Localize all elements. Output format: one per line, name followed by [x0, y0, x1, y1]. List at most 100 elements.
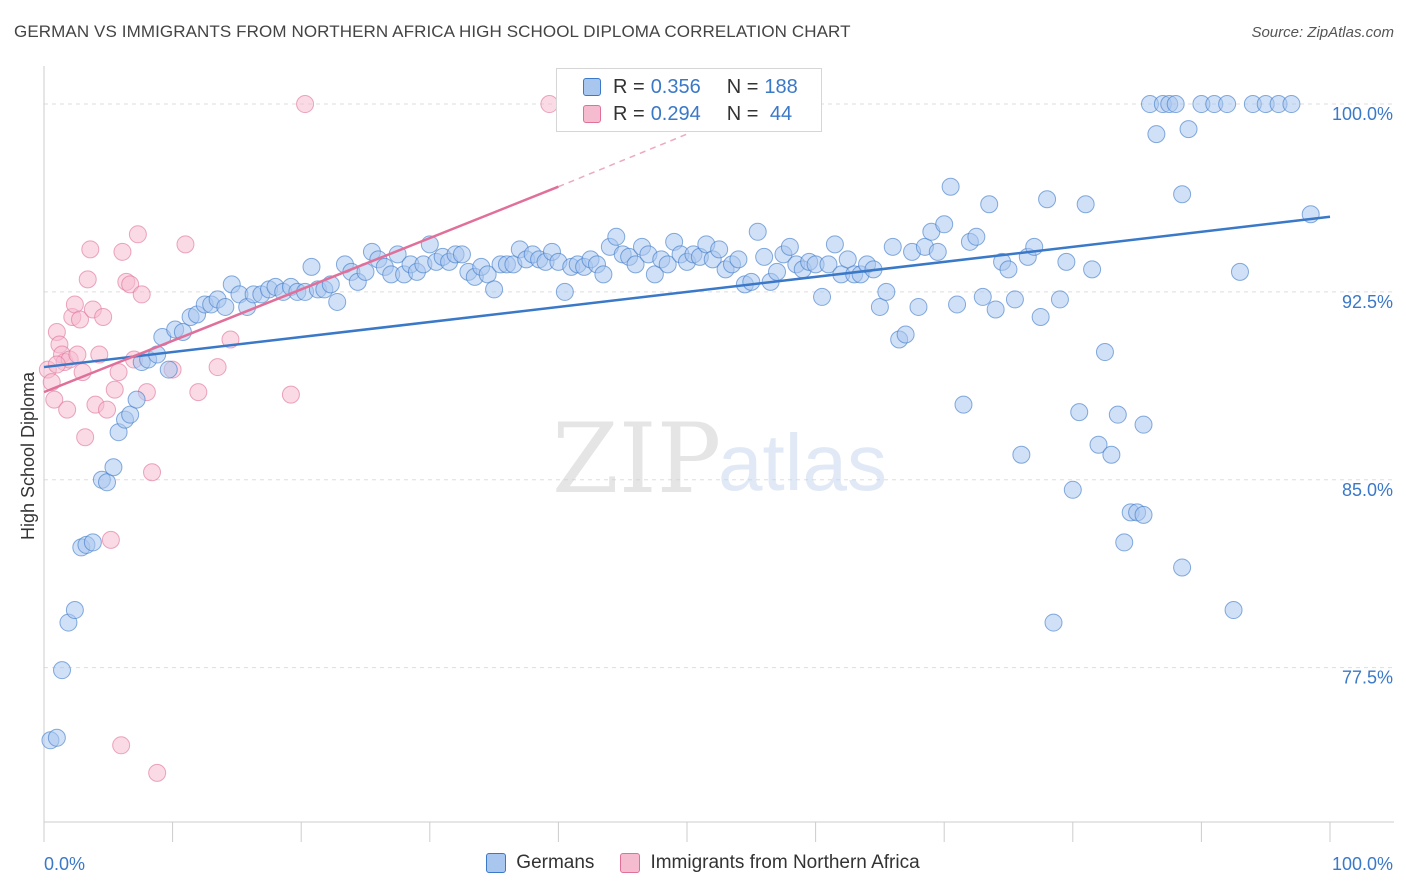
point-germans	[909, 297, 928, 316]
point-germans	[1134, 505, 1153, 524]
point-germans	[973, 287, 992, 306]
point-germans	[1166, 95, 1185, 114]
legend-swatch-pink	[583, 105, 601, 123]
point-immigrants	[132, 285, 151, 304]
point-immigrants	[296, 95, 315, 114]
y-tick-labels: 77.5% 85.0% 92.5% 100.0%	[1332, 104, 1393, 688]
point-germans	[1224, 601, 1243, 620]
point-immigrants	[78, 270, 97, 289]
point-germans	[1173, 185, 1192, 204]
point-germans	[216, 297, 235, 316]
point-immigrants	[94, 307, 113, 326]
legend-row-germans: R = 0.356 N = 188	[583, 75, 798, 99]
point-immigrants	[81, 240, 100, 259]
point-germans	[121, 405, 140, 424]
point-germans	[1044, 613, 1063, 632]
legend-r-value: 0.294	[650, 102, 701, 125]
point-germans	[1038, 190, 1057, 209]
legend-item-immigrants[interactable]: Immigrants from Northern Africa	[620, 852, 920, 874]
point-germans	[1108, 405, 1127, 424]
point-germans	[328, 292, 347, 311]
point-germans	[1005, 290, 1024, 309]
blue-points	[41, 95, 1320, 750]
point-germans	[748, 222, 767, 241]
chart-title: GERMAN VS IMMIGRANTS FROM NORTHERN AFRIC…	[14, 22, 851, 41]
legend-swatch-blue	[583, 78, 601, 96]
trend-line-immigrants-extension	[558, 133, 688, 188]
point-germans	[104, 458, 123, 477]
point-immigrants	[112, 736, 131, 755]
point-germans	[967, 227, 986, 246]
legend-n-label: N =	[726, 102, 759, 125]
y-tick-label: 85.0%	[1342, 480, 1393, 500]
legend-label-immigrants: Immigrants from Northern Africa	[650, 852, 920, 873]
legend-r-value: 0.356	[650, 75, 701, 98]
legend-swatch-immigrants	[620, 853, 641, 873]
point-germans	[729, 250, 748, 269]
point-immigrants	[105, 380, 124, 399]
point-germans	[302, 257, 321, 276]
legend-swatch-germans	[486, 853, 507, 873]
point-germans	[1031, 307, 1050, 326]
point-germans	[710, 240, 729, 259]
legend-n-value: 188	[764, 75, 798, 98]
point-immigrants	[208, 358, 227, 377]
trend-line-immigrants	[43, 185, 559, 394]
series-legend: Germans Immigrants from Northern Africa	[0, 852, 1406, 874]
point-germans	[1050, 290, 1069, 309]
point-germans	[98, 473, 117, 492]
point-germans	[870, 297, 889, 316]
point-germans	[159, 360, 178, 379]
point-germans	[53, 661, 72, 680]
point-immigrants	[58, 400, 77, 419]
point-germans	[825, 235, 844, 254]
point-germans	[838, 250, 857, 269]
y-tick-label: 92.5%	[1342, 292, 1393, 312]
point-germans	[980, 195, 999, 214]
point-germans	[1089, 435, 1108, 454]
point-germans	[780, 237, 799, 256]
point-immigrants	[101, 530, 120, 549]
point-immigrants	[45, 390, 64, 409]
point-immigrants	[76, 428, 95, 447]
point-germans	[928, 242, 947, 261]
point-germans	[1083, 260, 1102, 279]
point-germans	[1102, 445, 1121, 464]
y-tick-label: 100.0%	[1332, 104, 1393, 124]
legend-item-germans[interactable]: Germans	[486, 852, 594, 874]
point-germans	[47, 728, 66, 747]
point-germans	[478, 265, 497, 284]
point-germans	[986, 300, 1005, 319]
point-germans	[742, 272, 761, 291]
point-germans	[452, 245, 471, 264]
point-germans	[883, 237, 902, 256]
point-germans	[1070, 403, 1089, 422]
point-germans	[755, 247, 774, 266]
point-germans	[935, 215, 954, 234]
point-germans	[941, 177, 960, 196]
point-germans	[1076, 195, 1095, 214]
trend-lines	[43, 133, 1331, 394]
point-germans	[555, 282, 574, 301]
point-germans	[1134, 415, 1153, 434]
point-germans	[1230, 262, 1249, 281]
point-germans	[485, 280, 504, 299]
y-axis-label: High School Diploma	[18, 371, 38, 540]
x-tick-label-max: 100.0%	[1332, 854, 1393, 874]
point-germans	[1057, 252, 1076, 271]
point-immigrants	[109, 363, 128, 382]
axes	[43, 66, 1394, 823]
trend-line-germans	[43, 215, 1331, 369]
point-germans	[594, 265, 613, 284]
point-germans	[954, 395, 973, 414]
point-germans	[658, 255, 677, 274]
point-germans	[819, 255, 838, 274]
point-germans	[1218, 95, 1237, 114]
point-germans	[1173, 558, 1192, 577]
point-immigrants	[98, 400, 117, 419]
point-germans	[896, 325, 915, 344]
chart-source: Source: ZipAtlas.com	[1251, 24, 1394, 41]
y-tick-label: 77.5%	[1342, 668, 1393, 688]
point-germans	[999, 260, 1018, 279]
